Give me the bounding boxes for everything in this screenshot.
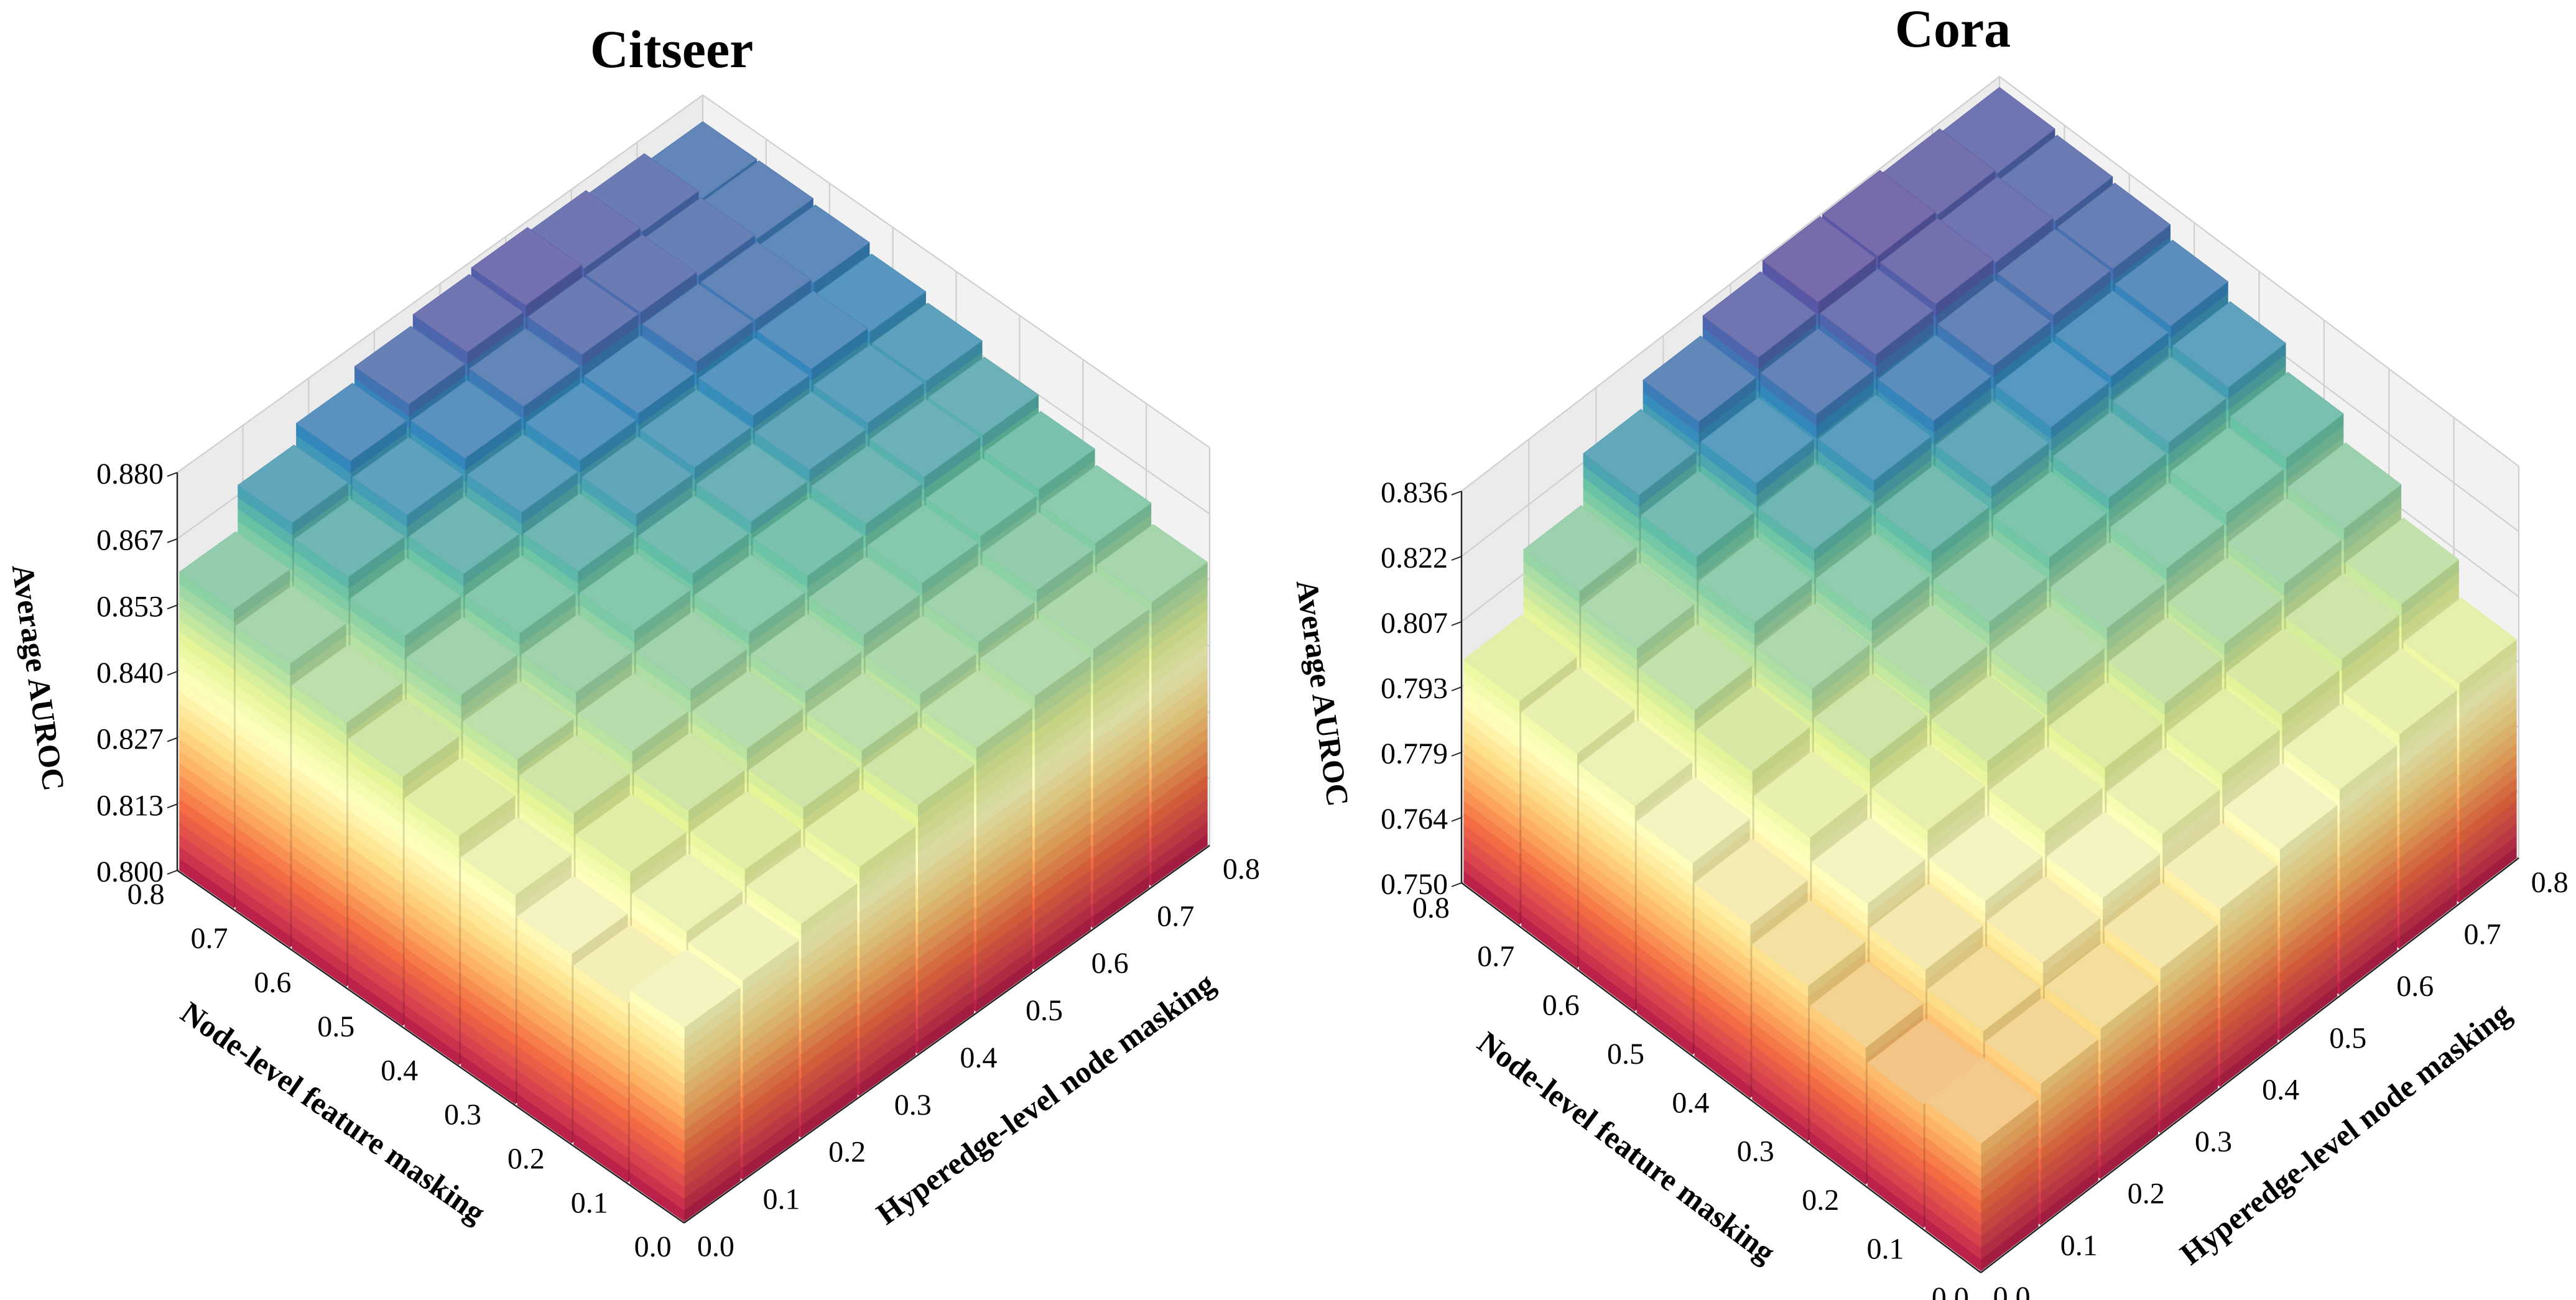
gridline-z [177,94,1210,473]
x-tick-label: 0.1 [763,1183,800,1216]
y-tick-label: 0.0 [634,1230,672,1263]
bar [629,949,741,1222]
z-tick-label: 0.880 [96,458,164,491]
x-tick-label: 0.5 [1026,994,1063,1027]
bar-top [585,234,697,313]
z-tick-label: 0.813 [96,789,164,822]
y-tick-label: 0.4 [381,1054,418,1087]
bar-top [871,302,983,382]
z-tick-label: 0.827 [96,723,164,756]
y-axis-line [177,870,685,1224]
bar-top [471,227,583,306]
chart-title: Citseer [590,19,754,79]
bar-top [527,276,639,355]
y-tick-label: 0.7 [191,922,228,955]
z-tick-label: 0.800 [96,855,164,888]
chart-citseer: 0.0 0.1 0.2 0.3 0.4 0.5 0.6 0.7 0.8 0.0 0.1 0.2 0.3 0… [6,19,1260,1263]
x-tick-label: 0.2 [828,1136,866,1169]
bar-top [700,241,812,320]
y-tick-label: 0.5 [317,1010,354,1043]
x-tick-label: 0.8 [1223,852,1260,885]
bar-top [354,326,466,405]
z-tick-label: 0.853 [96,590,164,623]
bars-group [178,121,1208,1222]
y-tick-label: 0.1 [571,1186,608,1219]
x-tick-label: 0.4 [960,1041,997,1074]
y-tick-label: 0.6 [254,966,291,999]
bar-top [412,274,524,353]
x-tick-label: 0.7 [1157,900,1194,933]
x-tick-label: 0.6 [1091,947,1129,980]
z-tick-label: 0.840 [96,657,164,689]
x-tick-label: 0.0 [697,1230,734,1263]
z-tick-label: 0.867 [96,524,164,557]
bar-top [756,290,868,369]
y-tick-label: 0.2 [507,1142,545,1175]
x-tick-label: 0.3 [894,1089,932,1122]
y-tick-label: 0.3 [444,1099,481,1132]
bar-top [642,283,754,362]
x-axis-line [683,845,1210,1224]
